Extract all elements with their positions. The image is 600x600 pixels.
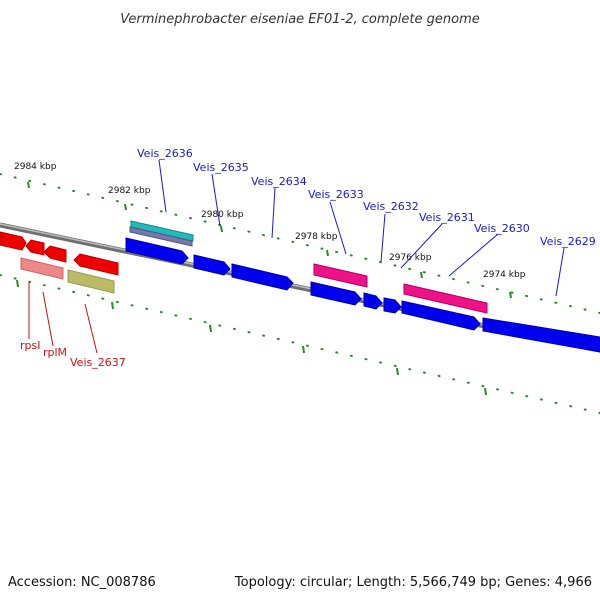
gene-arrow-Veis_2633[interactable] xyxy=(310,281,362,306)
gene-label-Veis_2632[interactable]: Veis_2632 xyxy=(363,200,419,213)
feature-Veis_2637-cds[interactable] xyxy=(67,269,115,294)
gene-arrow-rplM-a[interactable] xyxy=(25,239,45,256)
forward-strand-features xyxy=(129,220,488,314)
reverse-strand-genes xyxy=(0,231,119,294)
gene-label-rpsI[interactable]: rpsI xyxy=(20,339,40,352)
gene-arrow-Veis_2632-a[interactable] xyxy=(363,292,383,310)
feature-Veis_2636-stack[interactable] xyxy=(130,220,194,242)
feature-Veis_2633-cds[interactable] xyxy=(313,263,368,288)
feature-Veis_2636-stack-2[interactable] xyxy=(129,226,193,247)
scale-label: 2974 kbp xyxy=(483,270,526,280)
gene-label-Veis_2631[interactable]: Veis_2631 xyxy=(419,211,475,224)
scale-label: 2978 kbp xyxy=(295,232,338,242)
gene-arrow-rplM-b[interactable] xyxy=(43,245,67,263)
forward-leader-lines xyxy=(158,159,565,297)
gene-arrow-Veis_2631[interactable] xyxy=(401,300,481,331)
scale-major-ticks xyxy=(16,181,512,396)
gene-label-rplM[interactable]: rplM xyxy=(43,346,67,359)
scale-label: 2984 kbp xyxy=(14,162,57,172)
scale-label: 2980 kbp xyxy=(201,210,244,220)
gene-arrow-Veis_2629[interactable] xyxy=(482,317,600,353)
gene-label-Veis_2634[interactable]: Veis_2634 xyxy=(251,175,307,188)
gene-arrow-Veis_2636[interactable] xyxy=(125,237,189,265)
scale-label: 2982 kbp xyxy=(108,186,151,196)
gene-arrow-Veis_2634[interactable] xyxy=(231,263,294,291)
forward-strand-genes xyxy=(125,237,600,353)
gene-label-Veis_2636[interactable]: Veis_2636 xyxy=(137,147,193,160)
gene-label-Veis_2633[interactable]: Veis_2633 xyxy=(308,188,364,201)
gene-arrow-Veis_2635[interactable] xyxy=(193,254,231,276)
gene-label-Veis_2635[interactable]: Veis_2635 xyxy=(193,161,249,174)
gene-arrow-Veis_2632-b[interactable] xyxy=(383,297,402,314)
feature-Veis_2631-cds[interactable] xyxy=(403,283,488,314)
map-title: Verminephrobacter eiseniae EF01-2, compl… xyxy=(120,12,479,27)
gene-label-Veis_2637[interactable]: Veis_2637 xyxy=(70,356,126,369)
gene-label-Veis_2629[interactable]: Veis_2629 xyxy=(540,235,596,248)
reverse-leader-lines xyxy=(28,282,98,354)
accession-text: Accession: NC_008786 xyxy=(8,575,156,590)
feature-rplM-rna[interactable] xyxy=(20,257,64,280)
gene-label-Veis_2630[interactable]: Veis_2630 xyxy=(474,222,530,235)
gene-arrow-rpsI[interactable] xyxy=(0,231,27,251)
genome-summary-text: Topology: circular; Length: 5,566,749 bp… xyxy=(234,575,592,590)
gene-arrow-Veis_2637[interactable] xyxy=(73,253,119,276)
